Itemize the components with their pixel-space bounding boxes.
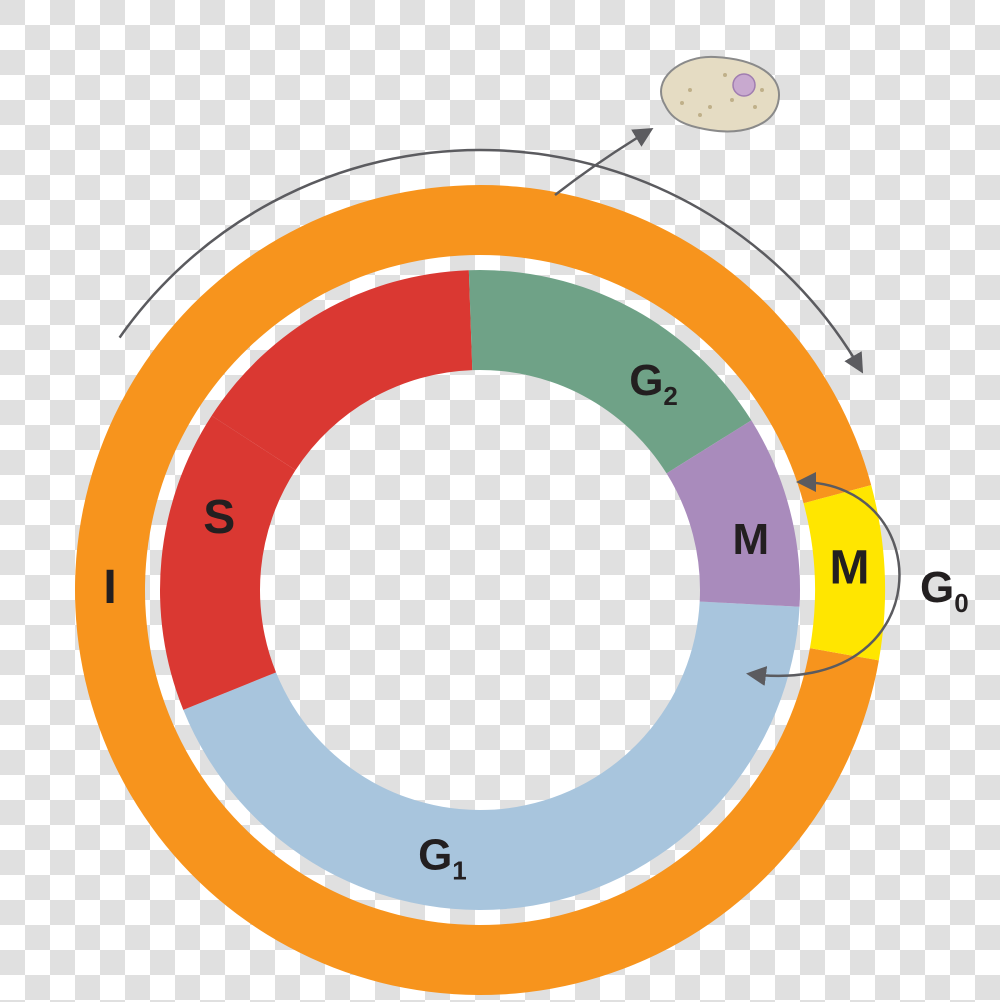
cell-nucleus (733, 74, 755, 96)
label-inner_S: S (203, 491, 235, 544)
daughter-cell (661, 57, 779, 132)
label-inner_M: M (732, 515, 769, 564)
label-outer_I: I (103, 561, 116, 614)
label-outer_M: M (830, 541, 870, 594)
cell-body (661, 57, 779, 132)
